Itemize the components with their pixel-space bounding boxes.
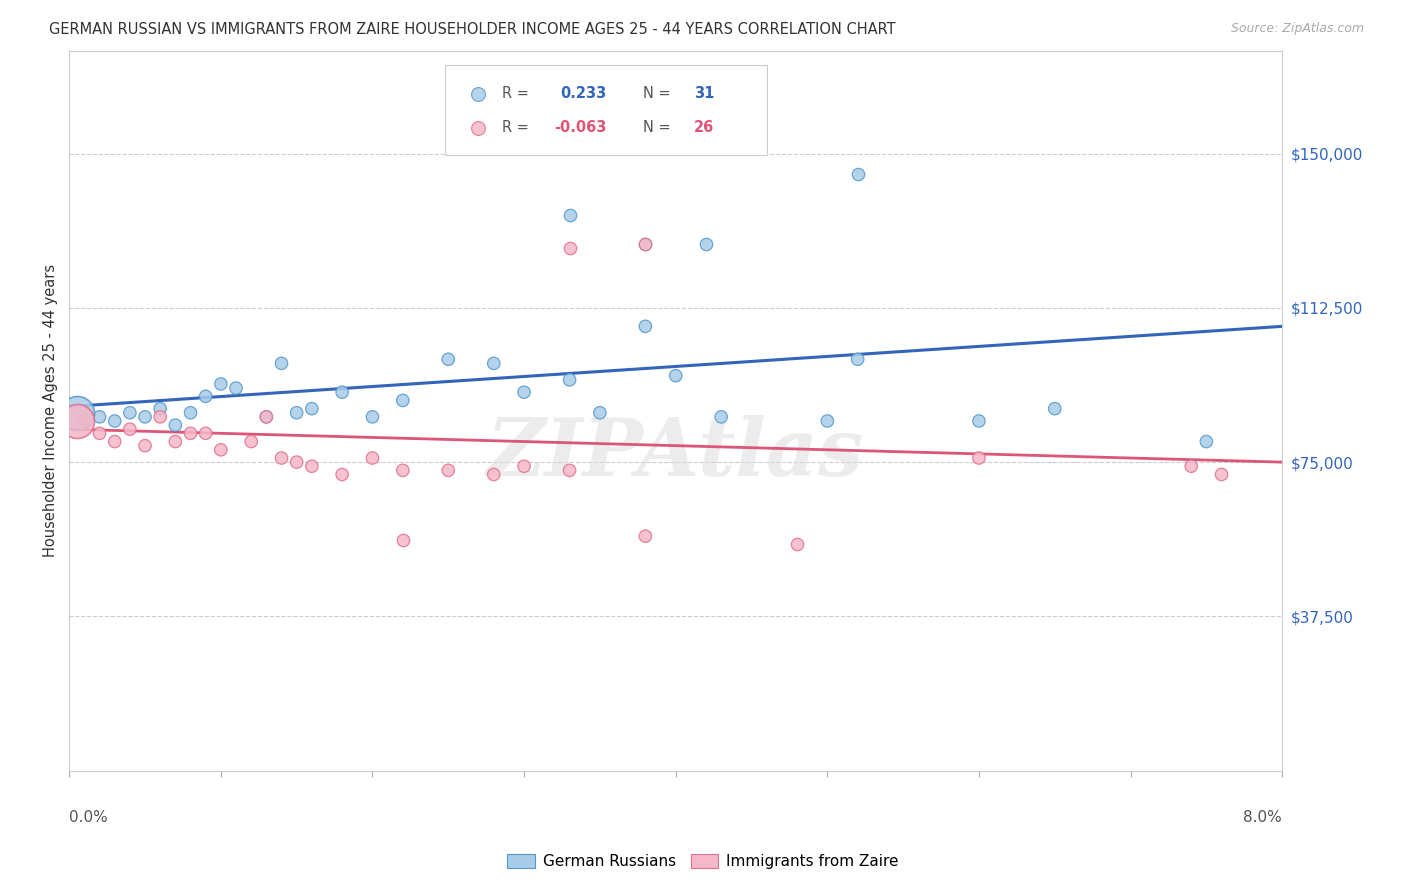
Text: ZIPAtlas: ZIPAtlas bbox=[486, 415, 865, 492]
Point bbox=[89, 426, 111, 441]
Point bbox=[558, 373, 581, 387]
Point bbox=[1195, 434, 1218, 449]
Text: GERMAN RUSSIAN VS IMMIGRANTS FROM ZAIRE HOUSEHOLDER INCOME AGES 25 - 44 YEARS CO: GERMAN RUSSIAN VS IMMIGRANTS FROM ZAIRE … bbox=[49, 22, 896, 37]
Point bbox=[846, 167, 869, 181]
Text: N =: N = bbox=[643, 120, 675, 136]
Text: N =: N = bbox=[643, 87, 675, 102]
Point bbox=[482, 356, 505, 370]
Legend: German Russians, Immigrants from Zaire: German Russians, Immigrants from Zaire bbox=[502, 848, 904, 875]
Point bbox=[589, 406, 612, 420]
Text: 0.233: 0.233 bbox=[561, 87, 607, 102]
Point bbox=[330, 385, 353, 400]
Text: 31: 31 bbox=[695, 87, 714, 102]
Point bbox=[194, 426, 217, 441]
Point bbox=[301, 401, 323, 416]
Point bbox=[710, 409, 733, 424]
Point bbox=[225, 381, 247, 395]
Point bbox=[846, 352, 869, 367]
Text: R =: R = bbox=[502, 87, 534, 102]
Point bbox=[134, 439, 156, 453]
Text: Source: ZipAtlas.com: Source: ZipAtlas.com bbox=[1230, 22, 1364, 36]
Point bbox=[149, 409, 172, 424]
Point bbox=[270, 356, 292, 370]
Point bbox=[240, 434, 263, 449]
Point bbox=[118, 406, 141, 420]
Text: 0.0%: 0.0% bbox=[69, 810, 108, 825]
Point bbox=[391, 533, 413, 548]
Text: 8.0%: 8.0% bbox=[1243, 810, 1282, 825]
Point bbox=[285, 455, 308, 469]
Point bbox=[665, 368, 688, 383]
Point bbox=[104, 414, 127, 428]
Point bbox=[391, 463, 413, 477]
Point bbox=[391, 393, 413, 408]
Point bbox=[361, 450, 384, 465]
Point bbox=[301, 459, 323, 474]
Point bbox=[1211, 467, 1233, 482]
Text: 26: 26 bbox=[695, 120, 714, 136]
Point bbox=[1180, 459, 1202, 474]
Point bbox=[558, 463, 581, 477]
Point bbox=[1043, 401, 1066, 416]
Point bbox=[66, 406, 89, 420]
Point bbox=[254, 409, 277, 424]
Text: -0.063: -0.063 bbox=[554, 120, 607, 136]
Point bbox=[513, 385, 536, 400]
Point bbox=[437, 352, 460, 367]
Point bbox=[634, 237, 657, 252]
Point bbox=[165, 434, 187, 449]
Point bbox=[437, 463, 460, 477]
Point bbox=[815, 414, 838, 428]
Point bbox=[285, 406, 308, 420]
Point bbox=[558, 208, 581, 222]
Point bbox=[361, 409, 384, 424]
Point bbox=[180, 406, 202, 420]
Point bbox=[209, 442, 232, 457]
Point bbox=[165, 418, 187, 433]
Point bbox=[104, 434, 127, 449]
Point bbox=[634, 237, 657, 252]
Point bbox=[786, 537, 808, 551]
Point bbox=[634, 319, 657, 334]
Point bbox=[73, 406, 96, 420]
Point bbox=[149, 401, 172, 416]
Point bbox=[118, 422, 141, 436]
Point bbox=[194, 389, 217, 403]
Point bbox=[558, 241, 581, 255]
Text: R =: R = bbox=[502, 120, 534, 136]
Point bbox=[482, 467, 505, 482]
Point bbox=[209, 376, 232, 391]
Point bbox=[695, 237, 717, 252]
Point bbox=[513, 459, 536, 474]
Point bbox=[134, 409, 156, 424]
Point bbox=[254, 409, 277, 424]
Point bbox=[180, 426, 202, 441]
Point bbox=[270, 450, 292, 465]
Point bbox=[73, 414, 96, 428]
Y-axis label: Householder Income Ages 25 - 44 years: Householder Income Ages 25 - 44 years bbox=[44, 264, 58, 558]
Point bbox=[66, 414, 89, 428]
Point bbox=[330, 467, 353, 482]
Point bbox=[967, 414, 990, 428]
FancyBboxPatch shape bbox=[446, 65, 766, 155]
Point bbox=[967, 450, 990, 465]
Point bbox=[634, 529, 657, 543]
Point bbox=[89, 409, 111, 424]
